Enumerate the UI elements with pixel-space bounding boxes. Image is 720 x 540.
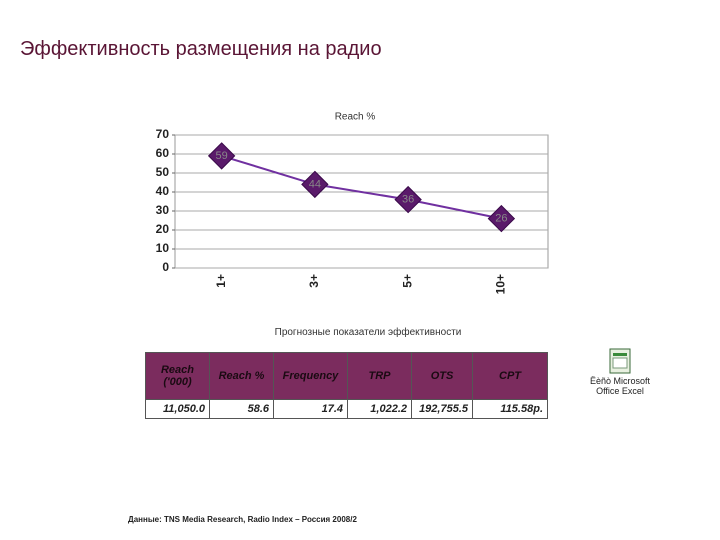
chart-title: Reach % — [335, 112, 376, 123]
marker — [207, 142, 236, 170]
data-label: 36 — [402, 194, 414, 206]
table: Reach ('000) Reach % Frequency TRP OTS CPT 11… — [145, 352, 548, 419]
chart: Reach % 0 10 20 30 40 50 60 70 1+ 3+ 5+ 10+ 59 44 36 26 — [156, 112, 549, 294]
data-cell: 17.4 — [273, 399, 348, 419]
header-row: Reach ('000) Reach % Frequency TRP OTS CPT — [145, 352, 548, 400]
x-tick-label: 3+ — [307, 274, 321, 288]
data-cell: 58.6 — [209, 399, 274, 419]
header-cell: TRP — [347, 352, 412, 400]
y-tick-label: 10 — [156, 241, 170, 255]
y-tick-label: 60 — [156, 146, 170, 160]
icon-label: Office Excel — [596, 386, 644, 396]
x-tick-label: 5+ — [400, 274, 414, 288]
excel-icon[interactable]: Ëèñò Microsoft Office Excel — [580, 348, 660, 396]
icon-label: Ëèñò Microsoft — [589, 376, 651, 386]
slide-title: Эффективность размещения на радио — [20, 38, 382, 60]
y-tick-label: 30 — [156, 203, 170, 217]
data-cell: 192,755.5 — [411, 399, 473, 419]
line — [221, 154, 502, 220]
x-tick-label: 1+ — [214, 274, 228, 288]
marker — [301, 170, 329, 199]
data-label: 44 — [309, 178, 321, 190]
y-tick-label: 70 — [156, 127, 170, 141]
header-cell: CPT — [472, 352, 548, 400]
data-cell: 115.58р. — [472, 399, 548, 419]
x-tick-label: 10+ — [494, 274, 508, 294]
marker — [487, 204, 516, 233]
data-label: 26 — [495, 213, 507, 225]
plot-area — [174, 134, 549, 269]
icon-graphic — [609, 348, 631, 374]
marker — [394, 185, 422, 214]
data-row: 11,050.0 58.6 17.4 1,022.2 192,755.5 115.58р. — [145, 399, 548, 419]
data-label: 59 — [216, 150, 228, 162]
y-tick-label: 40 — [156, 184, 170, 198]
source-note: Данные: TNS Media Research, Radio Index … — [128, 515, 357, 524]
data-cell: 1,022.2 — [347, 399, 412, 419]
table-title: Прогнозные показатели эффективности — [274, 327, 462, 338]
header-cell: Frequency — [273, 352, 348, 400]
data-cell: 11,050.0 — [145, 399, 210, 419]
y-tick-label: 50 — [156, 165, 170, 179]
header-cell: OTS — [411, 352, 473, 400]
y-tick-label: 0 — [162, 260, 169, 274]
header-cell: Reach ('000) — [145, 352, 210, 400]
y-tick-label: 20 — [156, 222, 170, 236]
header-cell: Reach % — [209, 352, 274, 400]
